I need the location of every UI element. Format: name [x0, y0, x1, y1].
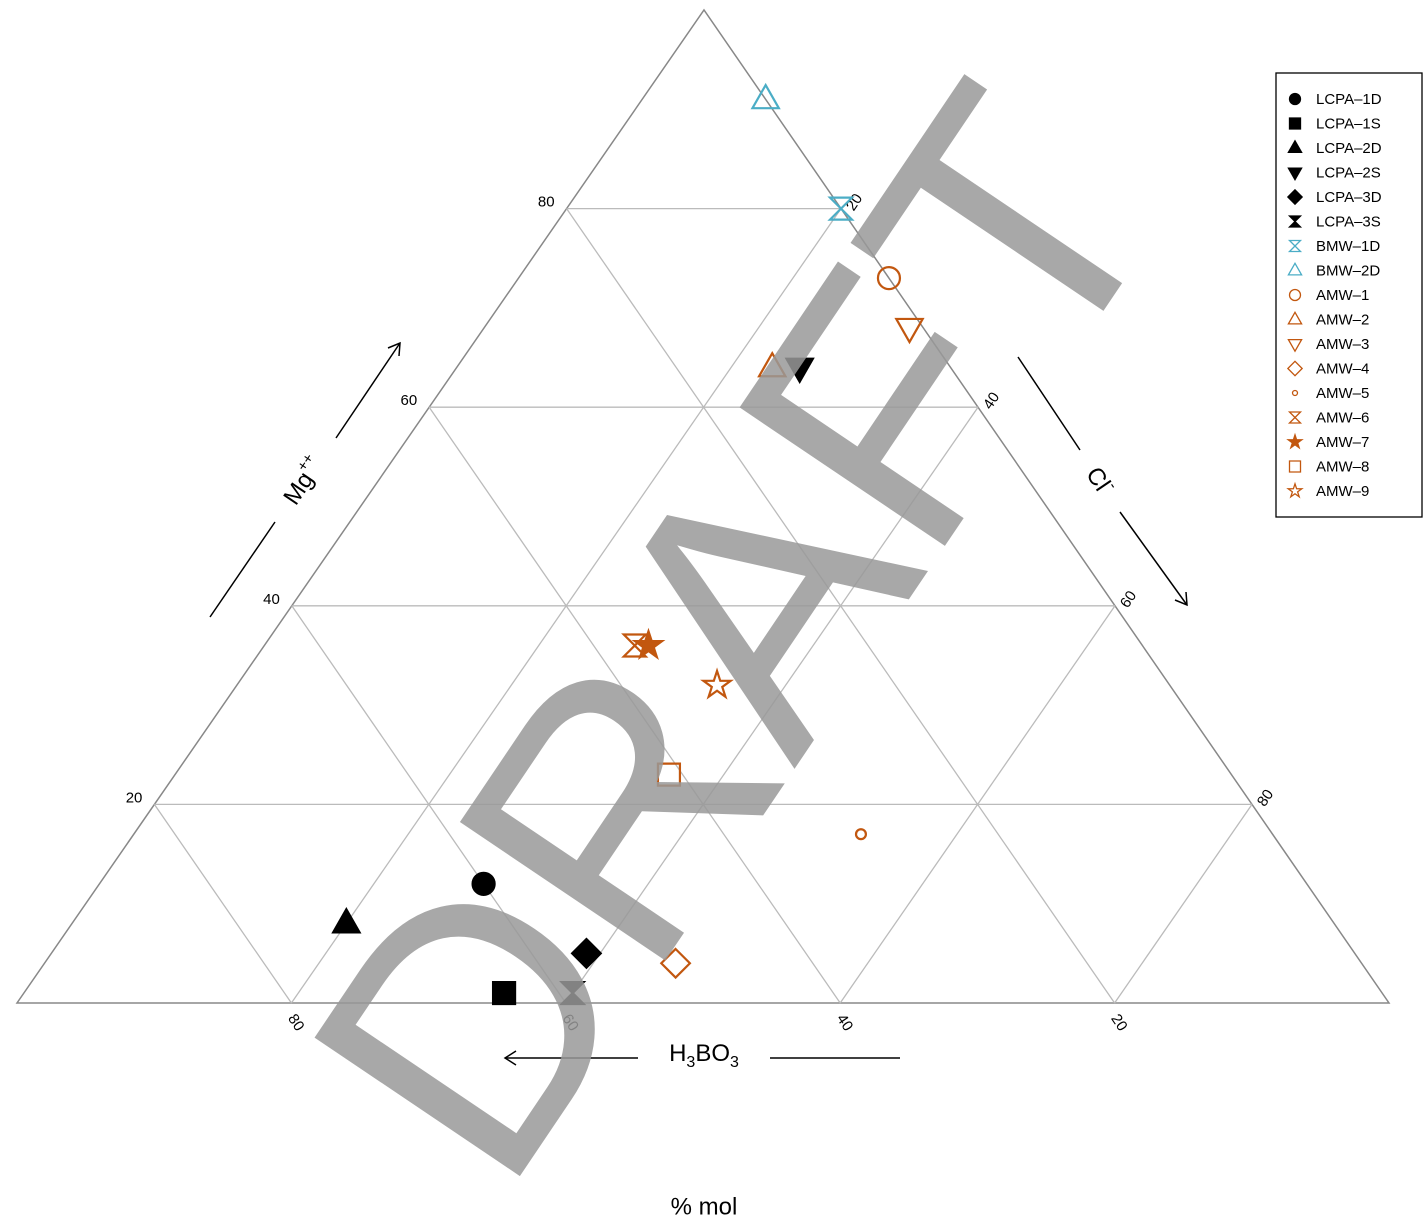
marker — [621, 633, 649, 658]
legend-marker — [1287, 139, 1303, 154]
legend-marker — [1286, 188, 1304, 206]
legend-label: LCPA–2S — [1316, 164, 1381, 181]
label-part: H — [669, 1040, 686, 1067]
legend-label: AMW–5 — [1316, 385, 1369, 402]
legend-label: AMW–3 — [1316, 336, 1369, 353]
legend-marker — [1287, 311, 1303, 325]
marker — [700, 667, 734, 700]
label-part: 3 — [686, 1054, 695, 1071]
mg-tick-label: 40 — [263, 591, 280, 608]
marker — [471, 871, 496, 896]
grid-line — [291, 605, 567, 1004]
legend-marker — [1288, 92, 1302, 106]
legend-label: AMW–6 — [1316, 409, 1369, 426]
legend-marker — [1287, 239, 1303, 253]
mg-tick-label: 80 — [538, 194, 555, 211]
marker — [784, 357, 815, 384]
legend-marker — [1286, 360, 1304, 377]
legend-label: AMW–9 — [1316, 483, 1369, 500]
legend-marker — [1287, 262, 1303, 276]
grid-line — [565, 406, 979, 1004]
grid-line — [1114, 804, 1253, 1004]
legend-marker — [1287, 411, 1303, 424]
legend-label: AMW–1 — [1316, 287, 1369, 304]
cl-tick-label: 40 — [980, 389, 1003, 412]
mg-tick-label: 20 — [126, 789, 143, 806]
marker — [656, 762, 682, 787]
legend-marker — [1288, 460, 1302, 473]
marker — [659, 947, 692, 980]
legend-label: LCPA–3D — [1316, 189, 1382, 206]
h3bo3-axis-label: H3BO3 — [669, 1040, 739, 1071]
h3bo3-tick-label: 40 — [833, 1011, 856, 1034]
marker — [827, 196, 855, 221]
label-part: Mg — [279, 467, 320, 510]
marker — [491, 980, 517, 1006]
cl-tick-label: 80 — [1254, 786, 1277, 809]
mg-tick-label: 60 — [401, 392, 418, 409]
legend-marker — [1287, 338, 1303, 353]
marker — [331, 907, 362, 934]
cl-tick-label: 60 — [1117, 588, 1140, 611]
cl-tick-label: 20 — [843, 191, 866, 214]
marker — [559, 980, 587, 1006]
legend-label: BMW–1D — [1316, 238, 1380, 255]
legend-marker — [1291, 389, 1299, 397]
h3bo3-tick-label: 20 — [1107, 1011, 1130, 1034]
legend-marker — [1287, 215, 1303, 228]
legend-marker — [1288, 117, 1302, 130]
frame — [15, 8, 1391, 1004]
grid-line — [428, 406, 841, 1004]
legend-marker — [1286, 432, 1304, 450]
watermark: DRAFT — [234, 24, 1238, 1228]
legend-label: AMW–2 — [1316, 311, 1369, 328]
mg-axis-label: Mg++ — [275, 450, 330, 510]
legend-marker — [1286, 481, 1304, 499]
legend-label: LCPA–1D — [1316, 91, 1382, 108]
marker — [894, 317, 925, 345]
marker — [854, 828, 867, 841]
grid-line — [566, 208, 1116, 1004]
marker — [631, 627, 666, 660]
label-part: 3 — [730, 1054, 739, 1071]
label-part: BO — [695, 1040, 730, 1067]
legend-marker — [1288, 288, 1302, 302]
grid-line — [153, 804, 292, 1004]
legend-marker — [1287, 167, 1303, 181]
marker — [876, 266, 902, 291]
legend-label: LCPA–1S — [1316, 115, 1381, 132]
legend-label: LCPA–3S — [1316, 213, 1381, 230]
marker — [570, 937, 603, 970]
marker — [750, 82, 781, 110]
legend-label: AMW–4 — [1316, 360, 1369, 377]
legend-label: AMW–7 — [1316, 434, 1369, 451]
legend-label: LCPA–2D — [1316, 140, 1382, 157]
h3bo3-tick-label: 60 — [559, 1011, 582, 1034]
h3bo3-tick-label: 80 — [284, 1011, 307, 1034]
marker — [757, 350, 788, 378]
grid — [15, 8, 1391, 1004]
x-label: % mol — [671, 1193, 738, 1220]
axis-arrows — [209, 341, 1188, 1066]
legend-label: AMW–8 — [1316, 458, 1369, 475]
legend-label: BMW–2D — [1316, 262, 1380, 279]
